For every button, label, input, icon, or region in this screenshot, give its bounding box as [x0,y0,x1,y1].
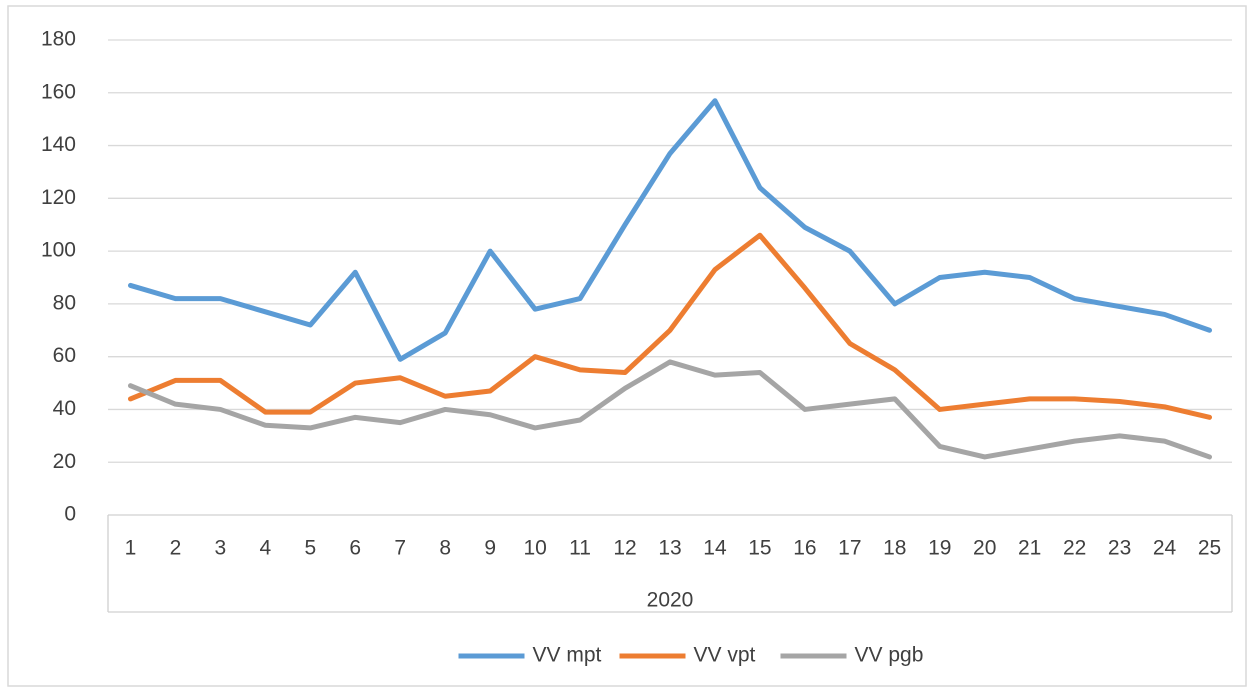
x-tick-label: 25 [1198,537,1221,560]
x-tick-label: 11 [569,537,591,560]
x-tick-label: 6 [349,537,361,560]
series-line [127,359,1213,460]
series-line [127,98,1213,362]
y-tick-label: 80 [53,291,76,314]
x-tick-label: 4 [260,537,272,560]
x-tick-label: 21 [1018,537,1041,560]
x-tick-label: 20 [973,537,996,560]
legend-label: VV pgb [855,644,924,667]
x-tick-label: 12 [613,537,636,560]
y-tick-label: 40 [53,397,76,420]
x-tick-label: 10 [523,537,546,560]
x-group-label: 2020 [647,589,694,612]
x-tick-label: 7 [394,537,406,560]
y-tick-label: 140 [41,133,76,156]
x-tick-label: 19 [928,537,951,560]
y-tick-label: 0 [64,503,76,526]
legend-label: VV mpt [533,644,602,667]
legend-label: VV vpt [694,644,756,667]
series-line [127,232,1213,420]
x-tick-label: 17 [838,537,861,560]
chart-frame [7,5,1247,687]
x-tick-label: 16 [793,537,816,560]
x-tick-label: 2 [170,537,182,560]
y-tick-label: 160 [41,80,76,103]
x-tick-label: 14 [703,537,727,560]
y-tick-label: 100 [41,239,76,262]
x-tick-label: 24 [1153,537,1177,560]
y-tick-label: 120 [41,186,76,209]
x-tick-label: 3 [215,537,227,560]
x-tick-label: 13 [658,537,681,560]
x-tick-label: 9 [484,537,496,560]
y-tick-label: 60 [53,344,76,367]
y-tick-label: 180 [41,28,76,51]
x-tick-label: 23 [1108,537,1131,560]
x-tick-label: 5 [304,537,316,560]
y-tick-label: 20 [53,450,76,473]
x-tick-label: 22 [1063,537,1086,560]
x-tick-label: 1 [125,537,137,560]
x-tick-label: 15 [748,537,771,560]
x-tick-label: 18 [883,537,906,560]
x-tick-label: 8 [439,537,451,560]
